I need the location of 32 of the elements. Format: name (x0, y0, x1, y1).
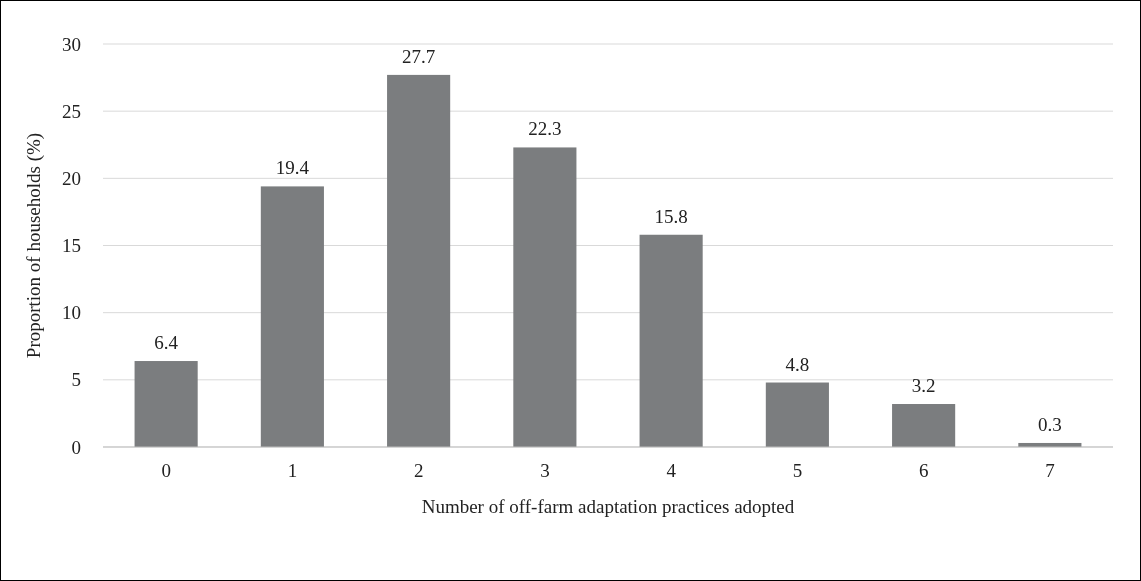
data-label: 15.8 (654, 205, 688, 227)
y-axis-title: Proportion of households (%) (23, 132, 45, 359)
y-tick-label: 15 (62, 235, 81, 257)
y-tick-label: 25 (62, 100, 81, 122)
bar (387, 74, 451, 447)
data-label: 6.4 (154, 332, 179, 354)
bar (765, 382, 829, 447)
x-tick-label: 4 (666, 460, 677, 481)
bar (639, 234, 703, 447)
data-label: 4.8 (785, 353, 810, 375)
y-tick-label: 0 (71, 436, 81, 458)
bar (134, 361, 198, 447)
data-label: 3.2 (911, 375, 936, 397)
x-tick-label: 6 (918, 460, 929, 481)
x-tick-label: 3 (540, 460, 550, 481)
x-tick-label: 2 (413, 460, 424, 481)
bar (260, 186, 324, 447)
bar (892, 404, 956, 447)
x-tick-label: 5 (792, 460, 803, 481)
y-tick-label: 30 (62, 33, 81, 55)
y-tick-label: 20 (62, 167, 81, 189)
data-label: 19.4 (275, 157, 310, 179)
y-tick-label: 10 (62, 302, 81, 324)
y-tick-label: 5 (71, 369, 81, 391)
x-tick-label: 0 (161, 460, 171, 481)
data-label: 0.3 (1038, 413, 1062, 435)
x-tick-label: 1 (287, 460, 298, 481)
x-tick-label: 7 (1045, 460, 1055, 481)
data-label: 22.3 (528, 118, 562, 140)
x-axis-title: Number of off-farm adaptation practices adopted (421, 496, 795, 517)
data-label: 27.7 (402, 45, 436, 67)
bar (513, 147, 577, 447)
